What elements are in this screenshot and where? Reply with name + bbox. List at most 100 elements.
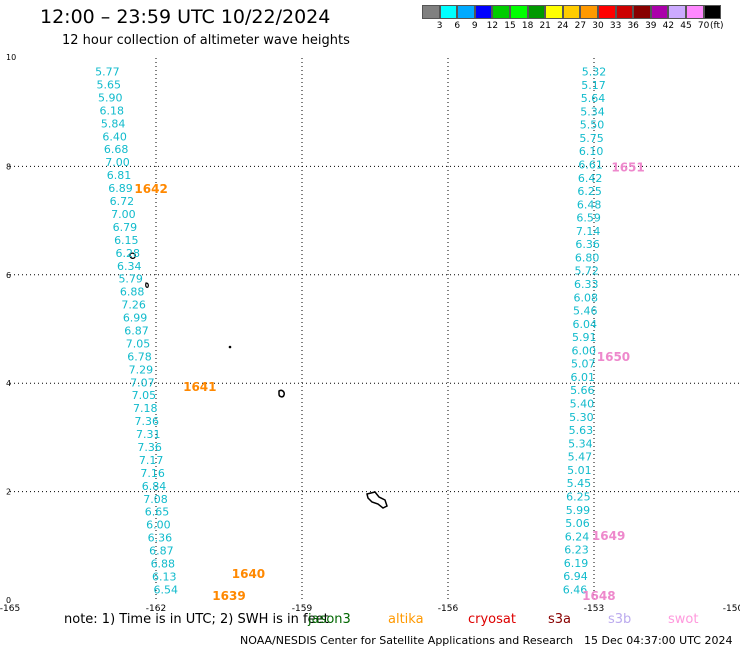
swh-value-label: 6.99 bbox=[123, 312, 148, 325]
pass-time-labels: 1642 1641 1640 1639 1651 1650 1649 1648 bbox=[134, 160, 644, 603]
satellite-label-altika: altika bbox=[388, 612, 424, 627]
swh-value-label: 6.80 bbox=[575, 251, 600, 264]
y-tick-label: 6 bbox=[6, 271, 11, 280]
satellite-label-swot: swot bbox=[668, 612, 699, 627]
swh-value-label: 6.25 bbox=[566, 490, 591, 503]
color-scale-swatch bbox=[597, 5, 616, 19]
swh-value-label: 7.26 bbox=[121, 299, 146, 312]
color-scale-swatch bbox=[422, 5, 440, 19]
swh-value-label: 6.79 bbox=[113, 221, 138, 234]
swh-value-label: 6.72 bbox=[110, 195, 135, 208]
swh-value-label: 5.63 bbox=[569, 424, 594, 437]
swh-value-label: 5.30 bbox=[569, 411, 594, 424]
swh-value-label: 6.25 bbox=[577, 185, 602, 198]
footer-timestamp: 15 Dec 04:37:00 UTC 2024 bbox=[584, 634, 733, 647]
swh-value-label: 6.87 bbox=[149, 545, 174, 558]
y-tick-label: 4 bbox=[6, 379, 11, 388]
swh-value-label: 6.00 bbox=[572, 344, 597, 357]
swh-value-label: 5.34 bbox=[568, 437, 593, 450]
y-tick-label: 10 bbox=[6, 53, 16, 62]
swh-value-label: 6.78 bbox=[127, 350, 152, 363]
swh-value-label: 6.36 bbox=[148, 532, 173, 545]
swh-value-label: 6.19 bbox=[564, 557, 589, 570]
swh-value-label: 6.84 bbox=[142, 480, 167, 493]
swh-value-label: 6.89 bbox=[108, 182, 133, 195]
color-scale-swatch bbox=[580, 5, 598, 19]
color-scale-label: 12 bbox=[486, 21, 499, 31]
page-subtitle: 12 hour collection of altimeter wave hei… bbox=[62, 33, 350, 48]
color-scale-swatch bbox=[615, 5, 634, 19]
island-outline bbox=[366, 491, 388, 509]
swh-value-label: 7.29 bbox=[129, 363, 154, 376]
color-scale-label: 15 bbox=[504, 21, 516, 31]
swh-value-label: 5.91 bbox=[572, 331, 597, 344]
x-tick-label: -159 bbox=[292, 604, 313, 614]
page-title: 12:00 – 23:59 UTC 10/22/2024 bbox=[40, 6, 331, 28]
footer-note: note: 1) Time is in UTC; 2) SWH is in fe… bbox=[64, 612, 329, 627]
swh-value-label: 6.46 bbox=[563, 583, 588, 596]
swh-value-label: 6.40 bbox=[102, 130, 127, 143]
y-tick-label: 8 bbox=[6, 162, 11, 171]
island-outline bbox=[228, 345, 232, 349]
color-scale-swatch bbox=[562, 5, 581, 19]
swh-value-label: 5.50 bbox=[580, 119, 605, 132]
swh-value-label: 5.77 bbox=[95, 66, 120, 79]
color-scale-swatch bbox=[474, 5, 493, 19]
pass-time-label: 1651 bbox=[611, 160, 644, 174]
swh-value-label: 6.36 bbox=[575, 238, 600, 251]
color-scale-labels: 3 6 9 12 15 18 21 24 27 30 33 36 39 42 45 70 bbox=[422, 21, 740, 33]
swh-value-label: 5.45 bbox=[567, 477, 592, 490]
satellite-label-jason3: jason3 bbox=[308, 612, 351, 627]
swh-value-label: 5.65 bbox=[97, 78, 122, 91]
swh-value-label: 6.33 bbox=[574, 278, 599, 291]
swh-value-label: 6.94 bbox=[563, 570, 588, 583]
swh-value-label: 6.28 bbox=[116, 247, 141, 260]
color-scale-swatch bbox=[439, 5, 458, 19]
color-scale-label: 6 bbox=[454, 21, 461, 31]
swh-value-label: 6.61 bbox=[578, 159, 603, 172]
swh-value-label: 6.13 bbox=[152, 570, 177, 583]
swh-value-label: 6.23 bbox=[564, 544, 589, 557]
color-scale-label: 42 bbox=[662, 21, 675, 31]
swh-value-label: 6.81 bbox=[107, 169, 132, 182]
swh-value-label: 5.79 bbox=[118, 273, 143, 286]
color-scale-swatch bbox=[703, 5, 722, 19]
swh-value-label: 5.72 bbox=[574, 265, 599, 278]
pass-time-label: 1650 bbox=[597, 350, 630, 364]
color-scale-label: 24 bbox=[557, 21, 569, 31]
swh-value-label: 7.05 bbox=[132, 389, 157, 402]
y-tick-label: 0 bbox=[6, 596, 11, 605]
color-scale-label: 39 bbox=[645, 21, 657, 31]
swh-value-label: 7.36 bbox=[137, 441, 162, 454]
swh-value-label: 7.16 bbox=[140, 467, 165, 480]
swh-value-label: 7.14 bbox=[576, 225, 601, 238]
pass-time-label: 1642 bbox=[134, 182, 167, 196]
swh-value-label: 5.07 bbox=[571, 358, 596, 371]
satellite-label-cryosat: cryosat bbox=[468, 612, 516, 627]
swh-value-label: 6.42 bbox=[578, 172, 603, 185]
swh-value-label: 5.32 bbox=[582, 66, 607, 79]
color-scale-label: 21 bbox=[539, 21, 551, 31]
swh-value-label: 7.00 bbox=[105, 156, 130, 169]
swh-value-label: 5.75 bbox=[579, 132, 604, 145]
color-scale-label: 9 bbox=[471, 21, 478, 31]
x-tick-label: -162 bbox=[146, 604, 166, 614]
altimeter-tracks: 5.775.655.906.185.846.406.687.006.816.89… bbox=[95, 66, 606, 597]
pass-time-label: 1639 bbox=[212, 589, 245, 603]
swh-value-label: 7.36 bbox=[135, 415, 160, 428]
x-tick-label: -156 bbox=[438, 604, 459, 614]
swh-value-label: 6.01 bbox=[571, 371, 596, 384]
color-scale-swatch bbox=[685, 5, 704, 19]
y-tick-label: 2 bbox=[6, 488, 11, 497]
swh-value-label: 5.90 bbox=[98, 91, 123, 104]
swh-value-label: 6.65 bbox=[145, 506, 170, 519]
color-scale-swatch bbox=[492, 5, 510, 19]
color-scale-label: 36 bbox=[627, 21, 639, 31]
swh-value-label: 5.34 bbox=[580, 105, 605, 118]
swh-value-label: 5.01 bbox=[567, 464, 592, 477]
footer-credit: NOAA/NESDIS Center for Satellite Applica… bbox=[240, 634, 574, 647]
color-scale-swatch bbox=[527, 5, 546, 19]
pass-time-label: 1648 bbox=[582, 589, 615, 603]
color-scale-label: 33 bbox=[609, 21, 622, 31]
